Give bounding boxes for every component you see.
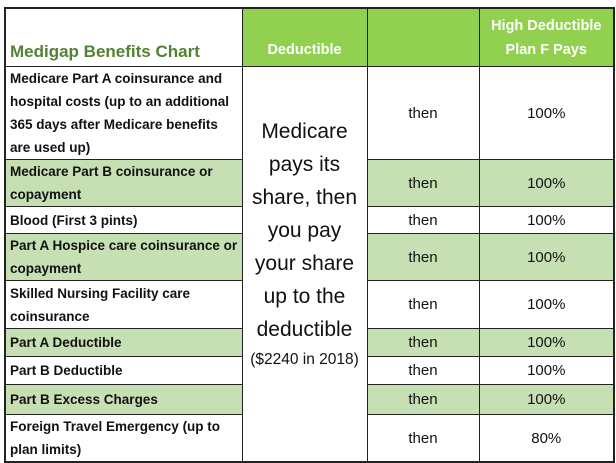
benefit-cell: Part B Excess Charges — [4, 384, 243, 415]
benefit-cell: Skilled Nursing Facility care coinsuranc… — [4, 280, 243, 329]
then-cell: then — [366, 159, 480, 207]
then-cell: then — [366, 280, 480, 329]
pays-cell: 80% — [478, 414, 615, 463]
benefit-cell: Blood (First 3 pints) — [4, 206, 243, 234]
benefit-cell: Medicare Part A coinsurance and hospital… — [4, 66, 243, 160]
table-row: Part A Deductible then 100% — [4, 328, 615, 357]
header-then — [366, 7, 480, 67]
then-cell: then — [366, 66, 480, 160]
table-row: Skilled Nursing Facility care coinsuranc… — [4, 280, 615, 329]
then-cell: then — [366, 233, 480, 281]
pays-cell: 100% — [478, 280, 615, 329]
then-cell: then — [366, 356, 480, 385]
pays-cell: 100% — [478, 384, 615, 415]
then-cell: then — [366, 328, 480, 357]
benefit-cell: Part B Deductible — [4, 356, 243, 385]
then-cell: then — [366, 384, 480, 415]
benefit-cell: Part A Deductible — [4, 328, 243, 357]
table-row: Part B Deductible then 100% — [4, 356, 615, 385]
deductible-note-cell: Medicare pays its share, then you pay yo… — [241, 66, 368, 463]
table-row: Part B Excess Charges then 100% — [4, 384, 615, 415]
deductible-note-amount: ($2240 in 2018) — [250, 351, 359, 368]
then-cell: then — [366, 206, 480, 234]
benefit-cell: Part A Hospice care coinsurance or copay… — [4, 233, 243, 281]
table-row: Medicare Part B coinsurance or copayment… — [4, 159, 615, 207]
then-cell: then — [366, 414, 480, 463]
header-row: Medigap Benefits Chart Deductible High D… — [4, 7, 615, 67]
table-row: Medicare Part A coinsurance and hospital… — [4, 66, 615, 463]
header-deductible: Deductible — [241, 7, 368, 67]
pays-cell: 100% — [478, 66, 615, 160]
header-plan-f-pays: High Deductible Plan F Pays — [478, 7, 615, 67]
benefit-cell: Foreign Travel Emergency (up to plan lim… — [4, 414, 243, 463]
pays-cell: 100% — [478, 206, 615, 234]
pays-cell: 100% — [478, 159, 615, 207]
pays-cell: 100% — [478, 356, 615, 385]
benefit-cell: Medicare Part B coinsurance or copayment — [4, 159, 243, 207]
deductible-note-main: Medicare pays its share, then you pay yo… — [251, 120, 358, 341]
chart-title: Medigap Benefits Chart — [4, 7, 243, 67]
table-row: Blood (First 3 pints) then 100% — [4, 206, 615, 234]
pays-cell: 100% — [478, 328, 615, 357]
pays-cell: 100% — [478, 233, 615, 281]
medigap-benefits-table: Medigap Benefits Chart Deductible High D… — [4, 7, 615, 463]
